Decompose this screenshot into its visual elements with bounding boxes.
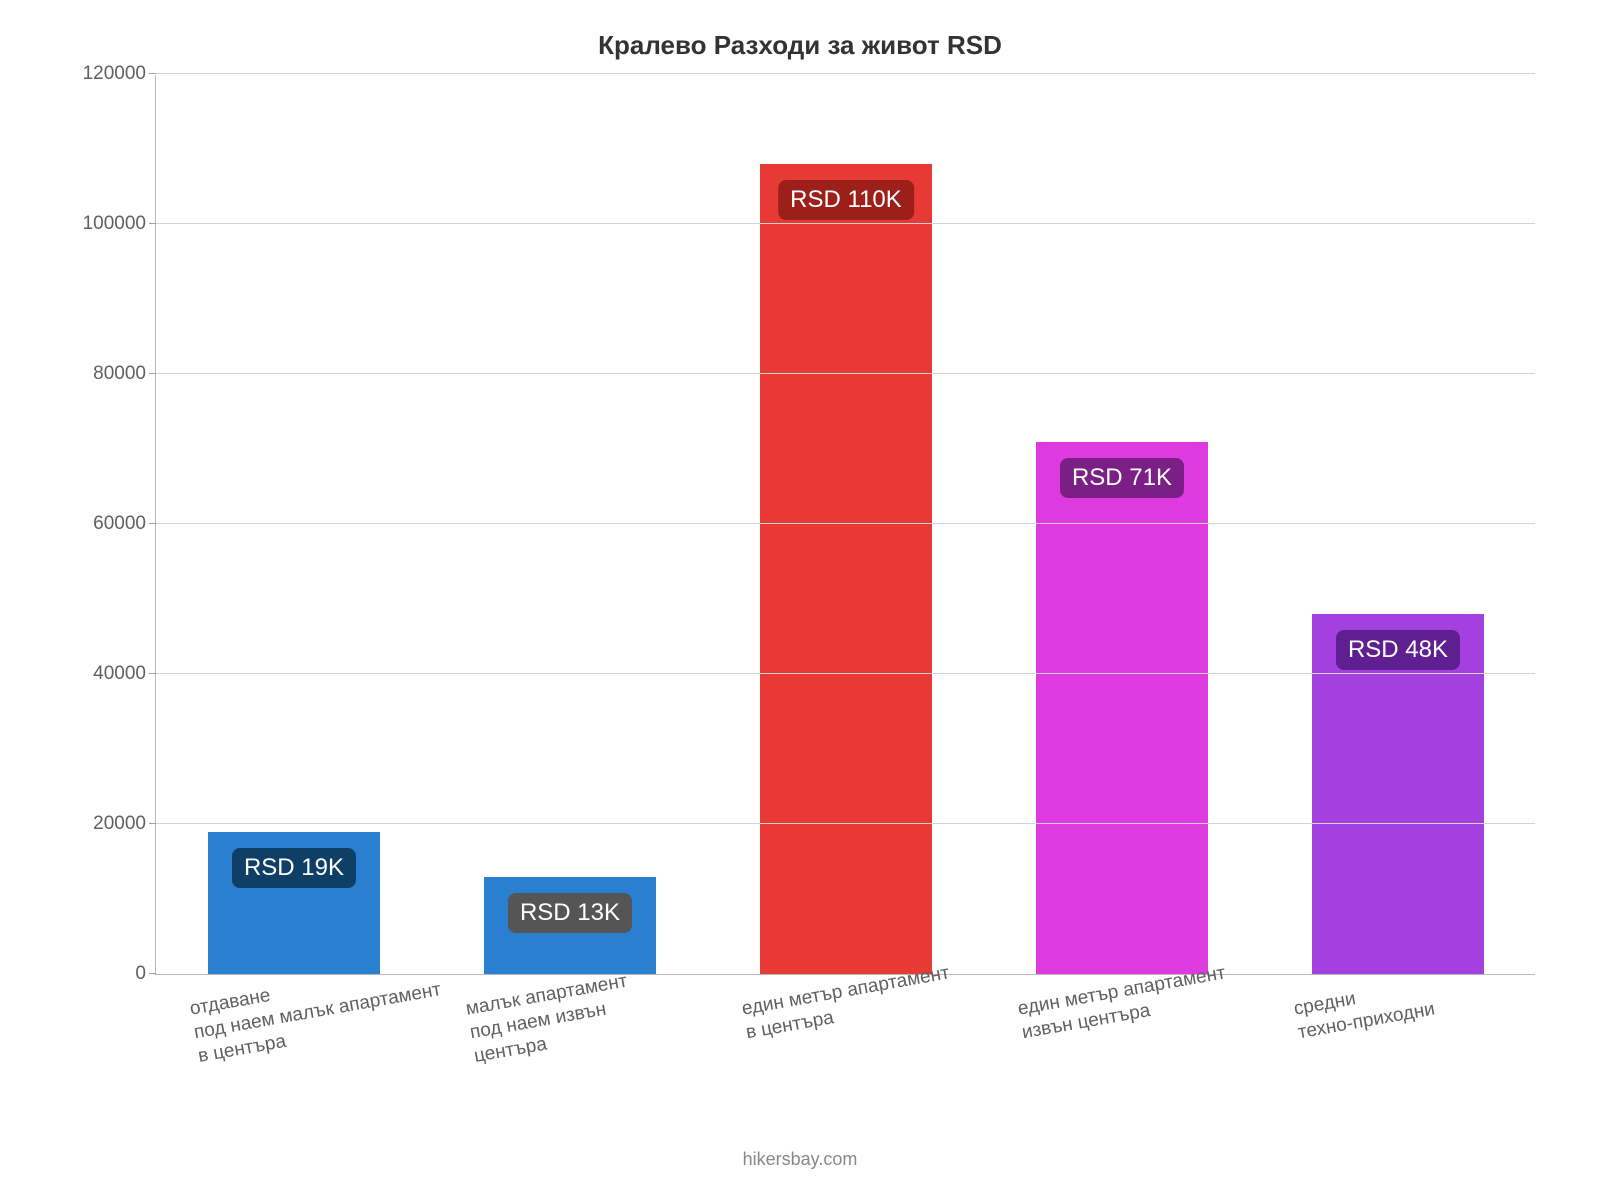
bar: RSD 110K bbox=[760, 164, 931, 974]
y-tick-mark bbox=[149, 823, 156, 824]
y-tick-mark bbox=[149, 973, 156, 974]
y-tick-label: 0 bbox=[135, 963, 146, 985]
bars-layer: RSD 19K RSD 13K RSD 110K RSD 71K RSD 48K bbox=[156, 75, 1535, 974]
y-tick-label: 20000 bbox=[93, 813, 146, 835]
bar: RSD 19K bbox=[208, 832, 379, 975]
y-tick-label: 80000 bbox=[93, 363, 146, 385]
value-badge: RSD 110K bbox=[778, 180, 914, 220]
y-tick-mark bbox=[149, 523, 156, 524]
gridline bbox=[156, 223, 1535, 224]
y-tick-label: 40000 bbox=[93, 663, 146, 685]
y-tick-mark bbox=[149, 373, 156, 374]
bar: RSD 71K bbox=[1036, 442, 1207, 975]
value-badge: RSD 13K bbox=[508, 893, 632, 933]
value-badge: RSD 48K bbox=[1336, 630, 1460, 670]
y-tick-label: 120000 bbox=[83, 63, 146, 85]
y-tick-mark bbox=[149, 223, 156, 224]
y-tick-label: 60000 bbox=[93, 513, 146, 535]
y-tick-label: 100000 bbox=[83, 213, 146, 235]
gridline bbox=[156, 823, 1535, 824]
plot-area: RSD 19KRSD 13KRSD 110KRSD 71KRSD 48K отд… bbox=[155, 75, 1535, 975]
y-tick-mark bbox=[149, 673, 156, 674]
gridline bbox=[156, 673, 1535, 674]
chart-title: Кралево Разходи за живот RSD bbox=[0, 30, 1600, 61]
value-badge: RSD 71K bbox=[1060, 458, 1184, 498]
bar: RSD 13K bbox=[484, 877, 655, 975]
x-tick-label: среднитехно-приходни bbox=[1292, 974, 1437, 1045]
y-tick-mark bbox=[149, 73, 156, 74]
gridline bbox=[156, 73, 1535, 74]
bar: RSD 48K bbox=[1312, 614, 1483, 974]
value-badge: RSD 19K bbox=[232, 848, 356, 888]
attribution-text: hikersbay.com bbox=[0, 1149, 1600, 1170]
chart-container: Кралево Разходи за живот RSD RSD 19KRSD … bbox=[0, 0, 1600, 1200]
x-tick-label: малък апартаментпод наем извънцентъра bbox=[464, 970, 638, 1069]
gridline bbox=[156, 373, 1535, 374]
gridline bbox=[156, 523, 1535, 524]
